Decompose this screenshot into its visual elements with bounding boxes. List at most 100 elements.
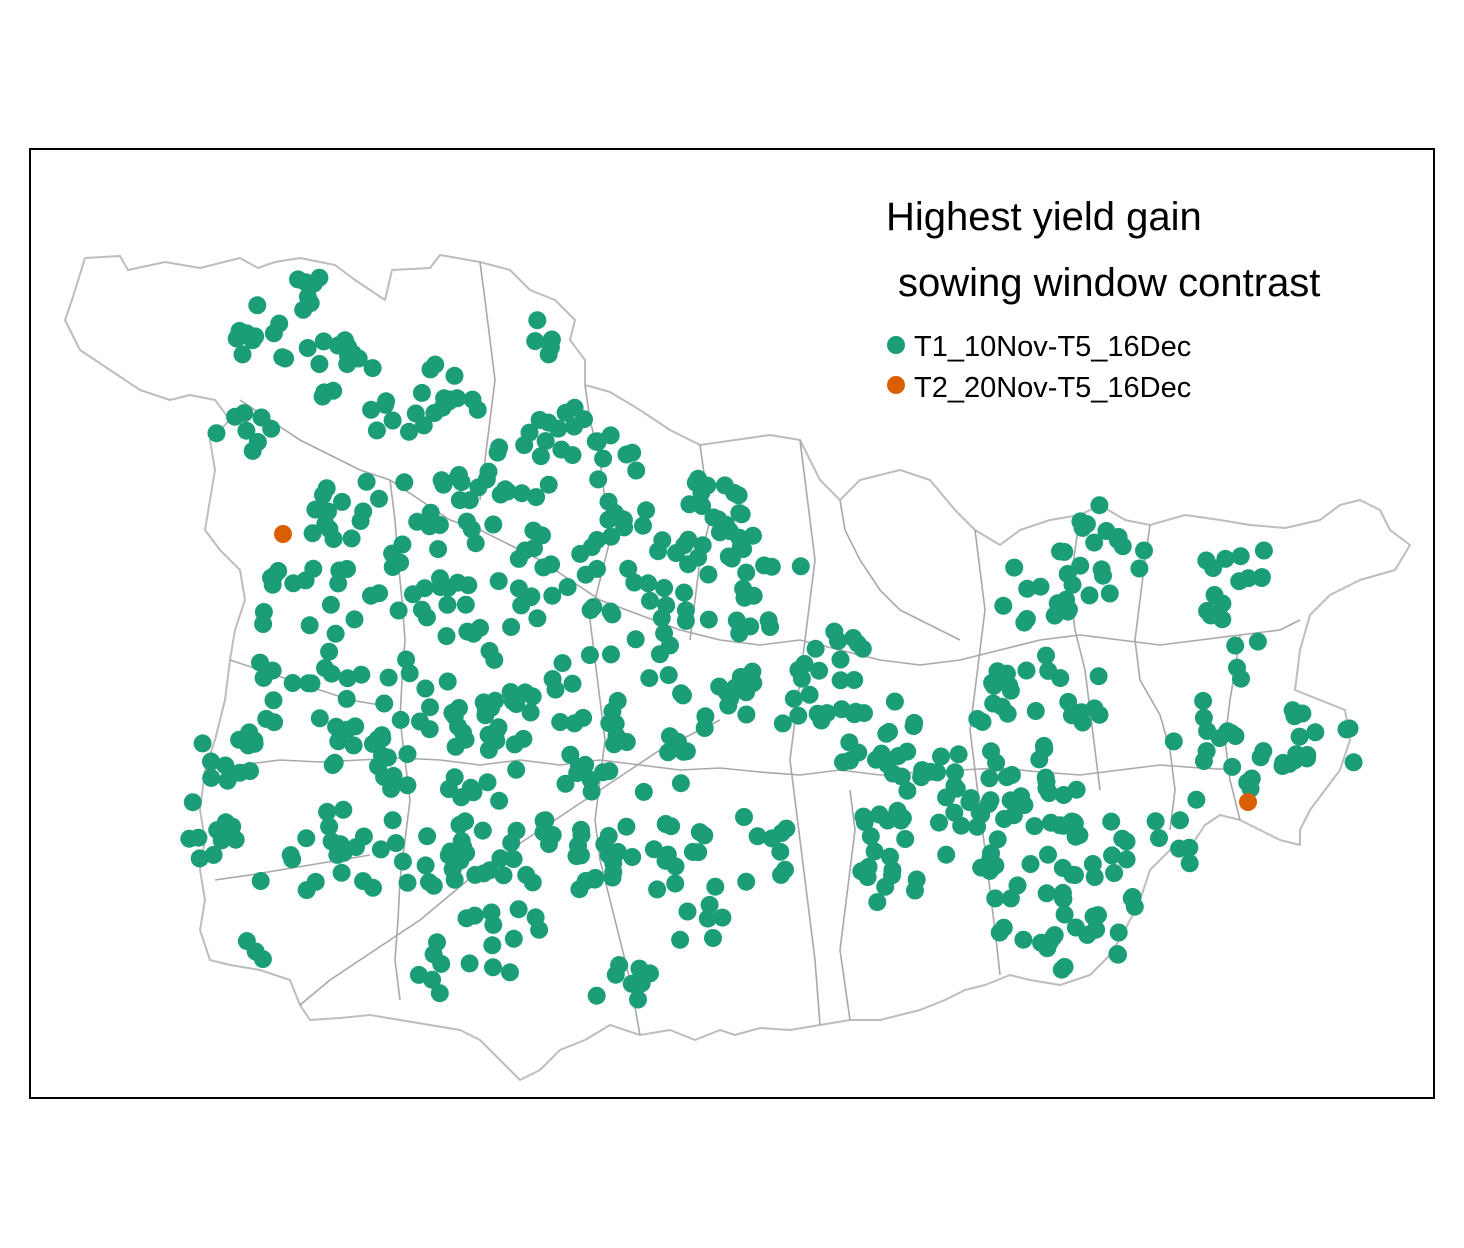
site-point-t1 xyxy=(450,815,469,834)
site-point-t1 xyxy=(284,574,303,593)
site-point-t1 xyxy=(478,773,497,792)
site-point-t1 xyxy=(371,840,390,859)
legend-swatch-t2 xyxy=(887,376,905,394)
site-point-t1 xyxy=(865,842,884,861)
site-point-t1 xyxy=(845,671,864,689)
site-point-t1 xyxy=(310,355,329,373)
site-point-t1 xyxy=(297,829,316,848)
site-point-t1 xyxy=(484,915,503,934)
site-point-t1 xyxy=(450,491,469,510)
site-point-t1 xyxy=(589,470,608,489)
site-point-t1 xyxy=(1055,542,1074,561)
site-point-t1 xyxy=(659,743,678,762)
district-line xyxy=(839,499,961,641)
site-point-t1 xyxy=(872,744,891,763)
legend-title-line1: Highest yield gain xyxy=(886,195,1202,239)
site-point-t1 xyxy=(692,483,711,502)
site-point-t1 xyxy=(928,763,947,782)
site-point-t1 xyxy=(375,694,394,713)
site-point-t1 xyxy=(378,748,397,767)
site-point-t1 xyxy=(329,732,348,751)
site-point-t1 xyxy=(1089,667,1108,686)
site-point-t1 xyxy=(763,829,781,848)
site-point-t1 xyxy=(1102,812,1121,831)
site-point-t1 xyxy=(298,339,317,357)
site-point-t1 xyxy=(1194,691,1213,710)
site-point-t1 xyxy=(748,827,767,846)
site-point-t1 xyxy=(354,827,373,846)
site-point-t1 xyxy=(1067,780,1086,799)
site-point-t1 xyxy=(494,866,513,885)
site-point-t1 xyxy=(180,829,199,848)
site-point-t1 xyxy=(524,521,543,540)
site-point-t1 xyxy=(610,956,629,975)
points-t2 xyxy=(274,525,1257,811)
site-point-t2 xyxy=(274,525,292,543)
site-point-t1 xyxy=(421,503,440,522)
site-point-t1 xyxy=(831,671,850,690)
site-point-t1 xyxy=(947,779,966,798)
site-point-t1 xyxy=(988,830,1007,849)
site-point-t1 xyxy=(490,438,509,457)
site-point-t1 xyxy=(386,834,405,853)
site-point-t1 xyxy=(265,713,284,732)
site-point-t1 xyxy=(411,712,429,731)
site-point-t1 xyxy=(605,735,624,754)
site-point-t1 xyxy=(263,661,282,680)
site-point-t1 xyxy=(675,583,694,602)
district-line xyxy=(1069,514,1101,791)
site-point-t1 xyxy=(328,845,347,864)
site-point-t1 xyxy=(417,608,436,627)
site-point-t1 xyxy=(1001,889,1020,908)
site-point-t1 xyxy=(868,893,887,912)
site-point-t1 xyxy=(316,659,334,678)
site-point-t1 xyxy=(1017,610,1036,628)
site-point-t1 xyxy=(346,717,365,736)
site-point-t1 xyxy=(502,618,521,636)
site-point-t1 xyxy=(580,646,599,665)
site-point-t1 xyxy=(806,639,825,658)
site-point-t1 xyxy=(704,508,723,527)
site-point-t1 xyxy=(276,349,295,368)
site-point-t1 xyxy=(539,475,558,494)
site-point-t1 xyxy=(660,727,679,746)
site-point-t1 xyxy=(233,345,252,364)
site-point-t1 xyxy=(428,933,446,952)
site-point-t1 xyxy=(476,699,495,718)
site-point-t1 xyxy=(762,557,781,576)
site-point-t1 xyxy=(289,270,307,289)
site-point-t1 xyxy=(666,874,685,893)
site-point-t1 xyxy=(604,863,623,881)
site-point-t1 xyxy=(202,752,220,771)
site-point-t1 xyxy=(885,692,904,711)
site-point-t1 xyxy=(283,674,302,692)
site-point-t1 xyxy=(1117,850,1136,869)
site-point-t1 xyxy=(1014,930,1033,949)
site-point-t1 xyxy=(216,756,235,775)
site-point-t1 xyxy=(1073,713,1092,732)
site-point-t1 xyxy=(498,482,517,501)
site-point-t1 xyxy=(892,811,910,830)
site-point-t1 xyxy=(982,742,1000,761)
site-point-t1 xyxy=(204,845,223,864)
site-point-t1 xyxy=(248,296,267,315)
site-point-t1 xyxy=(1001,791,1020,810)
site-point-t1 xyxy=(1063,575,1082,594)
site-point-t1 xyxy=(333,492,351,511)
site-point-t1 xyxy=(310,268,329,287)
site-point-t1 xyxy=(1197,551,1216,570)
site-point-t1 xyxy=(342,529,361,548)
site-point-t1 xyxy=(536,432,555,451)
site-point-t1 xyxy=(334,800,353,819)
site-point-t1 xyxy=(572,820,590,839)
site-point-t1 xyxy=(515,436,534,455)
site-point-t1 xyxy=(446,737,465,756)
site-point-t1 xyxy=(237,421,256,440)
site-point-t2 xyxy=(1239,793,1257,811)
site-point-t1 xyxy=(619,559,638,578)
site-point-t1 xyxy=(623,848,642,866)
site-point-t1 xyxy=(526,908,545,927)
site-point-t1 xyxy=(507,821,526,840)
site-point-t1 xyxy=(450,699,468,717)
site-point-t1 xyxy=(370,489,388,508)
